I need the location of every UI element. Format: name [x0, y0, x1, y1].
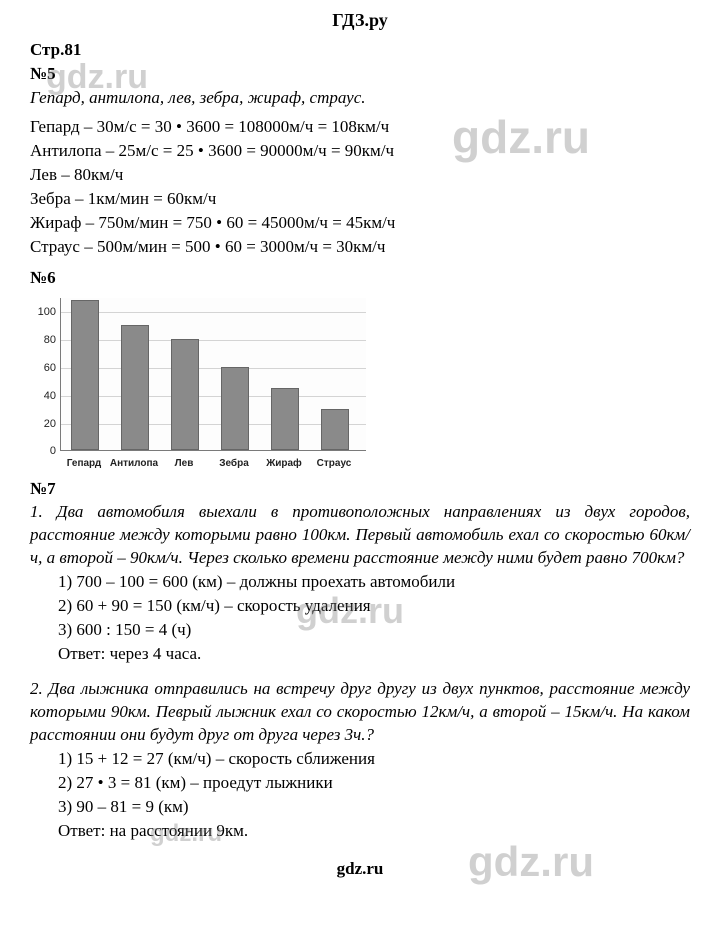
- p7-task2-prompt: 2. Два лыжника отправились на встречу др…: [30, 678, 690, 747]
- heading-5: №5: [30, 63, 690, 86]
- p7-task1-prompt: 1. Два автомобиля выехали в противополож…: [30, 501, 690, 570]
- chart-xlabel: Жираф: [266, 458, 302, 469]
- chart-bar: [271, 388, 299, 451]
- chart-ytick: 100: [30, 306, 56, 318]
- chart-bar: [121, 325, 149, 450]
- chart-xlabel: Лев: [175, 458, 194, 469]
- chart-xlabel: Страус: [317, 458, 352, 469]
- chart-ytick: 40: [30, 390, 56, 402]
- site-header: ГДЗ.ру: [30, 10, 690, 31]
- p7-task2-answer: Ответ: на расстоянии 9км.: [30, 820, 690, 843]
- chart-bar: [221, 367, 249, 450]
- chart-xlabel: Гепард: [67, 458, 102, 469]
- chart-ytick: 60: [30, 362, 56, 374]
- chart-ytick: 80: [30, 334, 56, 346]
- p5-line: Антилопа – 25м/с = 25 • 3600 = 90000м/ч …: [30, 140, 690, 163]
- p7-task2-step: 1) 15 + 12 = 27 (км/ч) – скорость сближе…: [30, 748, 690, 771]
- p5-intro: Гепард, антилопа, лев, зебра, жираф, стр…: [30, 87, 690, 110]
- p5-line: Жираф – 750м/мин = 750 • 60 = 45000м/ч =…: [30, 212, 690, 235]
- footer-site: gdz.ru: [30, 859, 690, 879]
- heading-7: №7: [30, 479, 690, 499]
- p7-task1-answer: Ответ: через 4 часа.: [30, 643, 690, 666]
- p5-line: Страус – 500м/мин = 500 • 60 = 3000м/ч =…: [30, 236, 690, 259]
- chart-bar: [71, 300, 99, 450]
- chart-xlabel: Антилопа: [110, 458, 158, 469]
- chart-ytick: 0: [30, 445, 56, 457]
- p7-task2-step: 3) 90 – 81 = 9 (км): [30, 796, 690, 819]
- p7-task1-step: 3) 600 : 150 = 4 (ч): [30, 619, 690, 642]
- p5-line: Гепард – 30м/с = 30 • 3600 = 108000м/ч =…: [30, 116, 690, 139]
- bar-chart: 0 20 40 60 80 100 Гепард Антилопа Лев Зебра Жираф С…: [30, 294, 690, 469]
- chart-bar: [321, 409, 349, 451]
- p7-task2-step: 2) 27 • 3 = 81 (км) – проедут лыжники: [30, 772, 690, 795]
- p5-line: Лев – 80км/ч: [30, 164, 690, 187]
- heading-6: №6: [30, 268, 690, 288]
- chart-xlabel: Зебра: [219, 458, 249, 469]
- chart-bar: [171, 339, 199, 450]
- p7-task1-step: 1) 700 – 100 = 600 (км) – должны проехат…: [30, 571, 690, 594]
- page-reference: Стр.81: [30, 39, 690, 62]
- p7-task1-step: 2) 60 + 90 = 150 (км/ч) – скорость удале…: [30, 595, 690, 618]
- chart-ytick: 20: [30, 418, 56, 430]
- p5-line: Зебра – 1км/мин = 60км/ч: [30, 188, 690, 211]
